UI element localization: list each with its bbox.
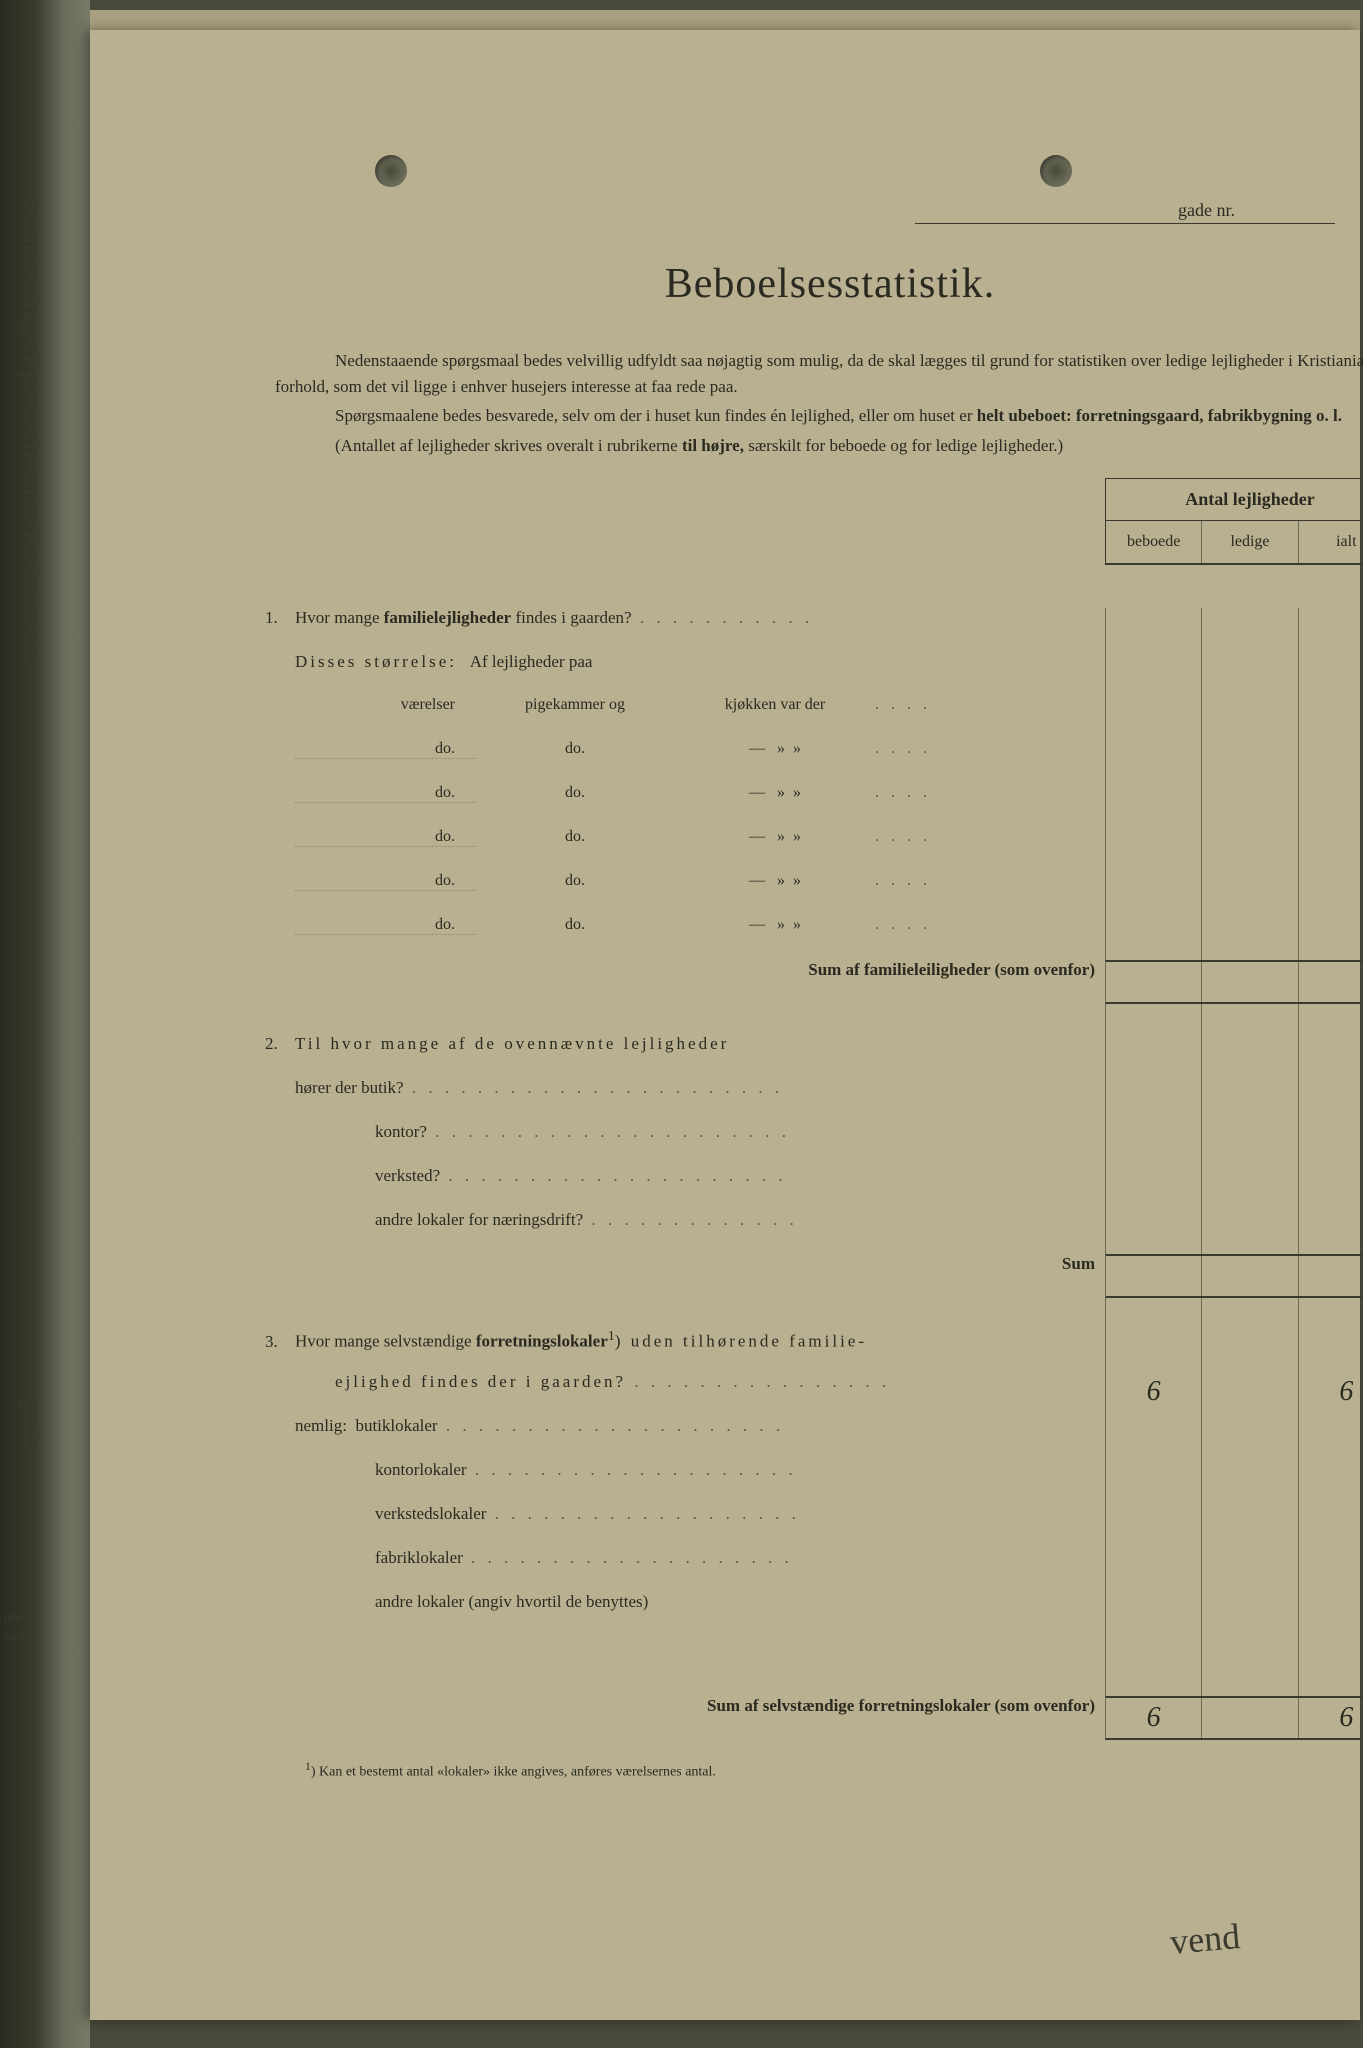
q1-do-row-1: do. do. — » » . . . .: [265, 740, 1363, 784]
col-ialt: ialt: [1299, 521, 1363, 563]
q2-andre: andre lokaler for næringsdrift? . . . . …: [265, 1210, 1363, 1254]
spine-text-und: und: [4, 1610, 25, 1626]
gade-nr-label: gade nr.: [1178, 200, 1235, 220]
q3-sum-ialt: 6: [1299, 1698, 1363, 1738]
intro-p3: (Antallet af lejligheder skrives overalt…: [275, 433, 1363, 459]
q3-sum: Sum af selvstændige forretningslokaler (…: [265, 1696, 1363, 1740]
q1-cells: [1105, 608, 1363, 652]
table-header: Antal lejligheder beboede ledige ialt: [1105, 478, 1363, 565]
gade-nr-field: gade nr.: [915, 200, 1335, 224]
q3-sum-beboede: 6: [1106, 1698, 1202, 1738]
q3-andre: andre lokaler (angiv hvortil de benyttes…: [265, 1592, 1363, 1636]
q1-do-row-2: do.do.— » ». . . .: [265, 784, 1363, 828]
page-top-edge: [90, 10, 1360, 32]
spacer-2: [265, 1298, 1363, 1328]
q1-sum-row: Sum af familieleiligheder (som ovenfor): [265, 960, 1363, 1004]
questions: 1. Hvor mange familielejligheder findes …: [265, 478, 1363, 1740]
q3-butik: nemlig: butiklokaler . . . . . . . . . .…: [265, 1416, 1363, 1460]
q3-kontor: kontorlokaler . . . . . . . . . . . . . …: [265, 1460, 1363, 1504]
q1-size-label-row: Disses størrelse: Af lejligheder paa: [265, 652, 1363, 696]
q3-val-ialt: 6: [1299, 1372, 1363, 1416]
q3-verksted: verkstedslokaler . . . . . . . . . . . .…: [265, 1504, 1363, 1548]
spacer-1: [265, 1004, 1363, 1034]
q3-fabrik: fabriklokaler . . . . . . . . . . . . . …: [265, 1548, 1363, 1592]
spine-text-son: son-: [4, 1630, 28, 1646]
page-title: Beboelsesstatistik.: [265, 260, 1363, 308]
q2-kontor: kontor? . . . . . . . . . . . . . . . . …: [265, 1122, 1363, 1166]
intro-p2: Spørgsmaalene bedes besvarede, selv om d…: [275, 403, 1363, 429]
spine-text-main: Sammendrag af personlisterne for huset n…: [18, 200, 44, 663]
signature: vend: [1168, 1915, 1241, 1963]
page-content: gade nr. Beboelsesstatistik. Nedenstaaen…: [265, 100, 1363, 1781]
book-spine: Sammendrag af personlisterne for huset n…: [0, 0, 90, 2048]
q1-do-row-4: do.do.— » ». . . .: [265, 872, 1363, 916]
q2-row: 2. Til hvor mange af de ovennævnte lejli…: [265, 1034, 1363, 1078]
q2-verksted: verksted? . . . . . . . . . . . . . . . …: [265, 1166, 1363, 1210]
spacer-3: [265, 1636, 1363, 1696]
q1-num: 1.: [265, 608, 295, 628]
q1-size-header: værelser pigekammer og kjøkken var der .…: [265, 696, 1363, 740]
footnote: 1) Kan et bestemt antal «lokaler» ikke a…: [265, 1760, 1363, 1781]
table-area: Antal lejligheder beboede ledige ialt 1.…: [265, 478, 1363, 1740]
q1-text: Hvor mange familielejligheder findes i g…: [295, 608, 1105, 628]
q2-sum: Sum: [265, 1254, 1363, 1298]
document-page: gade nr. Beboelsesstatistik. Nedenstaaen…: [90, 30, 1360, 2020]
intro-p1: Nedenstaaende spørgsmaal bedes velvillig…: [275, 348, 1363, 399]
spine-text-gade: gade: [18, 1400, 44, 1450]
q2-butik: hører der butik? . . . . . . . . . . . .…: [265, 1078, 1363, 1122]
q3-val-beboede: 6: [1106, 1372, 1202, 1416]
q1-do-row-3: do.do.— » ». . . .: [265, 828, 1363, 872]
q3-row2: ejlighed findes der i gaarden? . . . . .…: [265, 1372, 1363, 1416]
col-ledige: ledige: [1202, 521, 1298, 563]
q1-row: 1. Hvor mange familielejligheder findes …: [265, 608, 1363, 652]
col-beboede: beboede: [1106, 521, 1202, 563]
q1-do-row-5: do.do.— » ». . . .: [265, 916, 1363, 960]
intro-text: Nedenstaaende spørgsmaal bedes velvillig…: [265, 348, 1363, 458]
table-header-cols: beboede ledige ialt: [1106, 521, 1363, 563]
q3-row: 3. Hvor mange selvstændige forretningslo…: [265, 1328, 1363, 1372]
table-header-title: Antal lejligheder: [1106, 479, 1363, 521]
